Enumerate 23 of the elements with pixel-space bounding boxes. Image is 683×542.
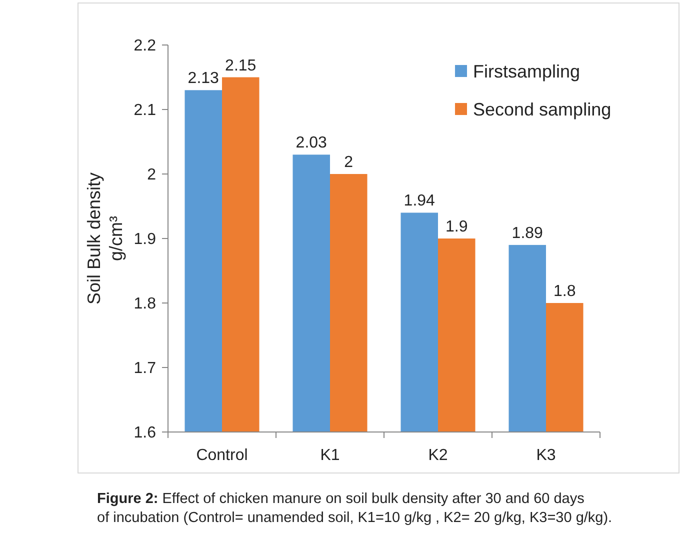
caption: Figure 2: Effect of chicken manure on soil bulk density after 30 and 60 days of incubation (Control= unamended soil, K1=10 g/kg , K2= 20 g/kg, K3=30 g/kg).	[97, 491, 612, 526]
data-label: 2.15	[225, 57, 256, 74]
data-label: 1.9	[446, 218, 468, 236]
x-tick-label: K2	[428, 447, 448, 464]
data-label: 1.94	[404, 192, 436, 210]
y-axis-title: Soil Bulk density g/cm³	[84, 172, 126, 305]
x-tick-label: Control	[196, 447, 248, 464]
data-label: 2.03	[296, 134, 328, 152]
data-label: 1.8	[554, 283, 576, 300]
data-label: 2	[344, 154, 354, 171]
legend-label: Firstsampling	[473, 61, 580, 82]
y-tick-label: 1.8	[134, 296, 156, 313]
y-tick-label: 2.1	[134, 102, 156, 120]
legend-label: Second sampling	[473, 99, 612, 120]
y-tick-label: 1.7	[134, 360, 156, 378]
x-tick-label: K3	[536, 447, 556, 464]
y-tick-label: 2	[147, 166, 156, 184]
y-tick-label: 2.2	[134, 38, 156, 55]
data-label: 1.89	[512, 224, 544, 242]
y-tick-label: 1.6	[134, 424, 156, 442]
data-label: 2.13	[188, 70, 220, 88]
x-tick-label: K1	[320, 447, 340, 464]
y-tick-label: 1.9	[134, 231, 156, 248]
